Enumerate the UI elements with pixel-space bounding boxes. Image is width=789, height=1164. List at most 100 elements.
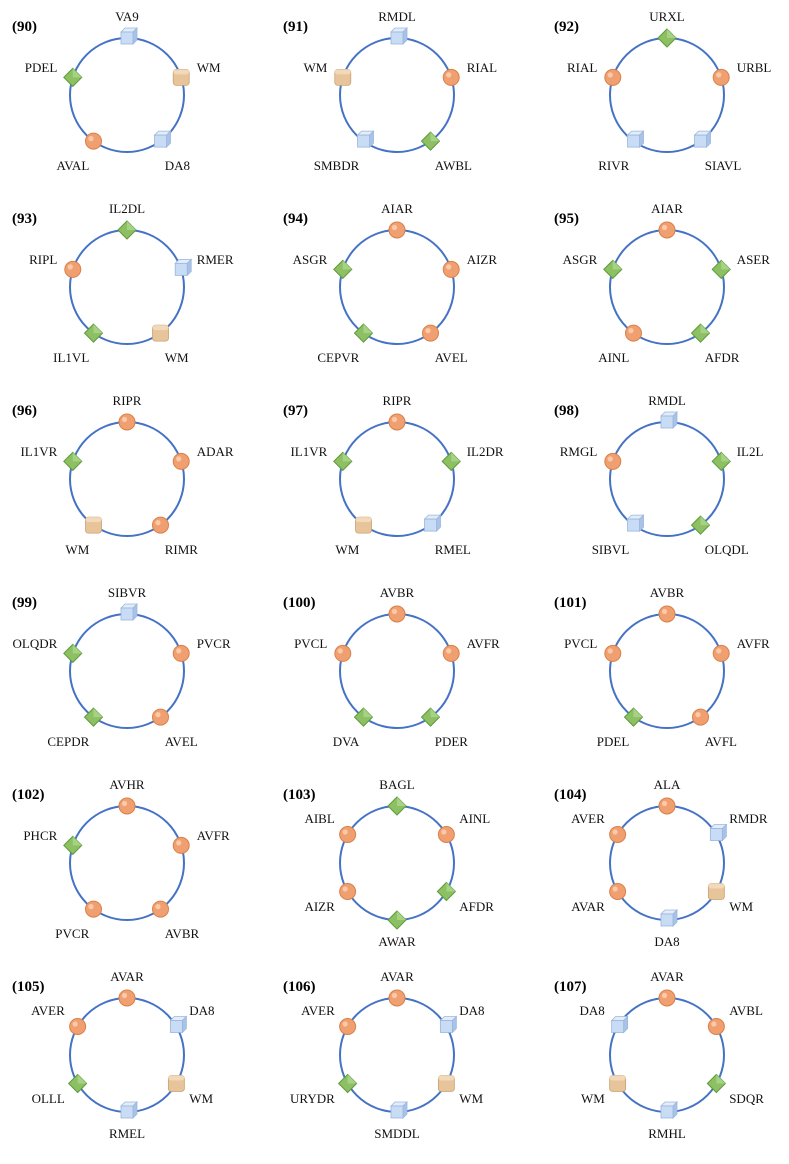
node-label: ADAR (197, 444, 234, 459)
node-label: ASGR (563, 252, 598, 267)
node-circle (152, 900, 170, 918)
node-label: AVEL (165, 734, 198, 749)
node-cube (439, 1015, 458, 1034)
panel-label: (96) (12, 403, 37, 419)
node-diamond (623, 707, 644, 727)
panel-label: (99) (12, 595, 37, 611)
node-label: AVAR (650, 969, 684, 984)
node-label: AVER (301, 1003, 335, 1018)
node-label: AVFL (705, 734, 737, 749)
node-label: RMGL (560, 444, 598, 459)
node-circle (84, 900, 102, 918)
node-label: PHCR (23, 828, 57, 843)
panel-label: (94) (283, 211, 308, 227)
panel-label: (106) (283, 979, 316, 995)
node-diamond (436, 881, 457, 902)
node-diamond (353, 707, 374, 727)
node-label: WM (335, 542, 359, 557)
node-label: RMER (197, 252, 234, 267)
node-label: IL2DR (467, 444, 504, 459)
motif-ring (609, 229, 725, 345)
node-circle (152, 708, 170, 726)
node-cube (709, 823, 728, 842)
node-label: AVBL (729, 1003, 763, 1018)
node-diamond (711, 259, 731, 280)
node-diamond (657, 28, 677, 48)
node-label: AFDR (459, 899, 494, 914)
node-label: AVFR (467, 636, 500, 651)
node-circle (388, 413, 406, 431)
node-label: DA8 (580, 1003, 605, 1018)
motif-ring (339, 805, 455, 921)
node-label: AVFR (737, 636, 770, 651)
panel-label: (101) (554, 595, 587, 611)
node-circle (604, 68, 622, 86)
node-label: AINL (459, 811, 490, 826)
node-label: RMEL (109, 1126, 145, 1141)
node-cylinder (152, 324, 169, 342)
motif-panel: (94) AIAR AIZR AVEL CEPVR ASGR (283, 201, 497, 365)
node-cylinder (167, 1075, 185, 1092)
panel-label: (92) (554, 19, 579, 35)
node-label: SMDDL (374, 1126, 420, 1141)
node-label: DVA (333, 734, 360, 749)
node-cube (390, 1101, 408, 1119)
node-cylinder (437, 1075, 455, 1092)
node-label: PVCR (197, 636, 231, 651)
node-diamond (690, 323, 711, 343)
motif-ring (609, 805, 725, 921)
node-diamond (83, 707, 104, 727)
panel-label: (104) (554, 787, 587, 803)
node-label: RIPR (113, 393, 142, 408)
node-label: RMDL (648, 393, 686, 408)
panel-label: (91) (283, 19, 308, 35)
node-label: PDEL (25, 60, 58, 75)
node-diamond (337, 1073, 358, 1094)
motif-ring (69, 997, 185, 1113)
node-label: PDER (435, 734, 469, 749)
node-circle (692, 708, 710, 726)
node-label: ASGR (293, 252, 328, 267)
node-label: AIZR (467, 252, 498, 267)
node-circle (388, 221, 406, 239)
motif-ring (69, 613, 185, 729)
node-circle (712, 68, 730, 86)
node-label: IL1VR (290, 444, 327, 459)
node-label: PDEL (597, 734, 630, 749)
node-diamond (67, 1073, 88, 1094)
motif-panel: (100) AVBR AVFR PDER DVA PVCL (283, 585, 500, 749)
node-circle (339, 826, 357, 843)
motif-panel: (92) URXL URBL SIAVL RIVR RIAL (554, 9, 771, 173)
node-label: PVCL (564, 636, 597, 651)
node-diamond (387, 796, 407, 816)
node-circle (442, 68, 460, 86)
node-label: RMDL (378, 9, 416, 24)
motif-panel: (107) AVAR AVBL SDQR RMHL WM DA8 (554, 969, 764, 1141)
node-cylinder (85, 516, 102, 534)
node-circle (658, 989, 676, 1007)
node-cube (356, 130, 375, 149)
node-cube (423, 514, 442, 533)
node-label: WM (165, 350, 189, 365)
panel-label: (93) (12, 211, 37, 227)
node-label: AVAR (571, 899, 605, 914)
node-label: WM (189, 1091, 213, 1106)
node-diamond (420, 707, 441, 727)
motif-ring (339, 229, 455, 345)
node-diamond (353, 323, 374, 343)
node-circle (69, 1018, 87, 1035)
node-label: BAGL (379, 777, 414, 792)
node-label: AVFR (197, 828, 230, 843)
node-label: AVHR (109, 777, 144, 792)
node-cube (610, 1015, 629, 1034)
node-cylinder (172, 68, 190, 86)
motif-panel: (95) AIAR ASER AFDR AINL ASGR (554, 201, 770, 365)
node-diamond (333, 259, 353, 280)
node-label: SIBVL (592, 542, 630, 557)
node-label: AFDR (705, 350, 740, 365)
node-label: RIVR (598, 158, 629, 173)
motif-panel: (105) AVAR DA8 WM RMEL OLLL AVER (12, 969, 214, 1141)
node-label: DA8 (654, 934, 679, 949)
node-label: URYDR (290, 1091, 335, 1106)
